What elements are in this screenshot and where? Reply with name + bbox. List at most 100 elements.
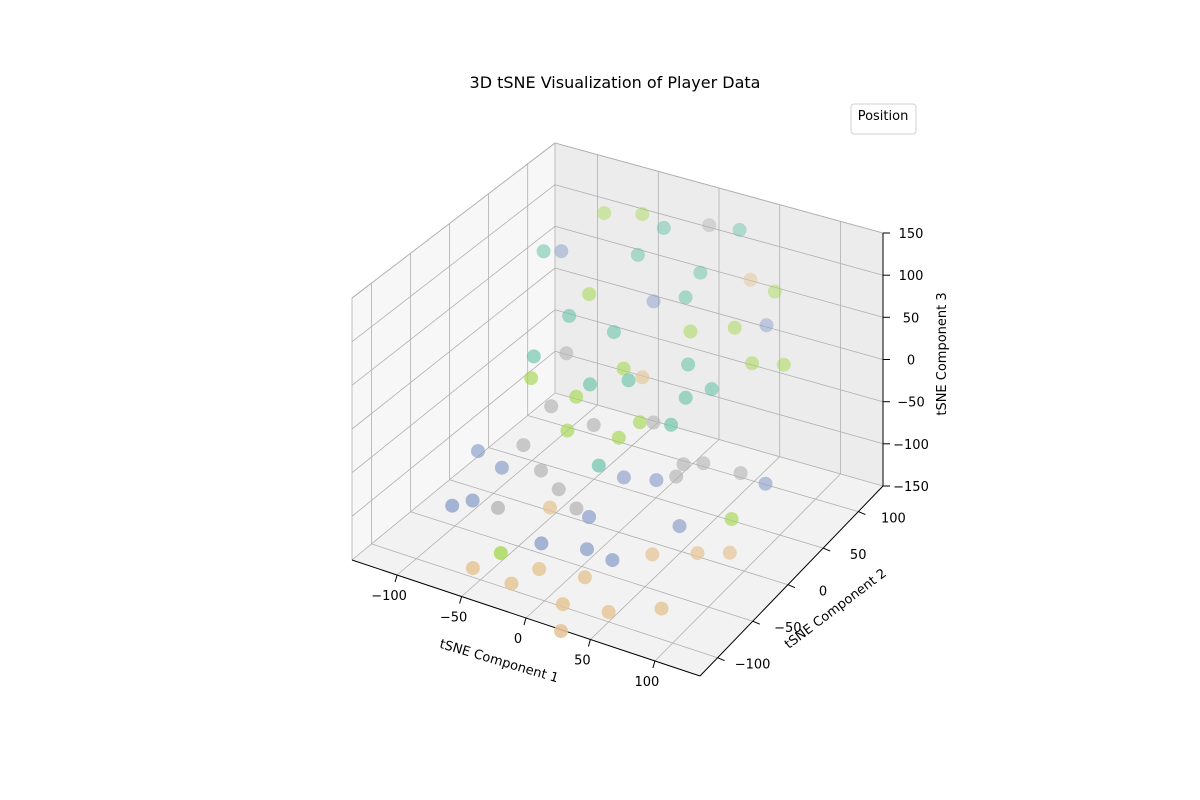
axis-panes: [352, 143, 883, 676]
scatter-point: [605, 553, 620, 568]
scatter-point: [767, 284, 782, 299]
y-grid-floor: [488, 447, 824, 549]
tick-labels: −100 −50 0 50 100 −100 −50 0 50 100 −150 −100 −50 0 50…: [371, 227, 929, 690]
scatter-point: [493, 546, 508, 561]
scatter-point: [526, 349, 541, 364]
scatter-point: [560, 423, 575, 438]
y-axis-line: [699, 485, 884, 677]
scatter-point: [504, 576, 519, 591]
y-tick: [717, 657, 725, 662]
y-tick-label: −100: [735, 658, 771, 673]
left-pane: [352, 143, 555, 560]
z-grid-back: [554, 309, 884, 403]
scatter-point: [678, 290, 693, 305]
x-tick-label: 50: [574, 654, 591, 669]
z-grid-back: [554, 350, 884, 445]
scatter-point: [656, 220, 671, 235]
x-tick-label: 0: [514, 632, 522, 647]
x-grid-floor: [654, 473, 841, 662]
scatter-point: [702, 218, 717, 233]
scatter-point: [704, 382, 719, 397]
y-tick: [823, 547, 831, 552]
y-tick-label: 100: [881, 512, 906, 527]
scatter-point: [524, 371, 539, 386]
scatter-point: [758, 476, 773, 491]
scatter-point: [635, 370, 650, 385]
z-tick-label: 150: [899, 227, 924, 242]
scatter-point: [536, 244, 551, 259]
y-grid-floor: [410, 511, 753, 622]
x-axis-label: tSNE Component 1: [438, 637, 560, 686]
scatter-point: [669, 469, 684, 484]
scatter-point: [743, 272, 758, 287]
scatter-point: [681, 357, 696, 372]
x-tick-label: 100: [634, 675, 659, 690]
scatter-point: [551, 482, 566, 497]
scatter-point: [654, 601, 669, 616]
scatter-point: [582, 510, 597, 524]
y-grid-floor: [527, 415, 859, 512]
top-left-edge: [351, 142, 556, 299]
x-tick-label: −100: [371, 589, 407, 604]
scatter-point: [583, 377, 597, 392]
scatter-point: [676, 457, 691, 472]
z-grid-left: [351, 309, 556, 474]
z-tick-label: −50: [897, 396, 924, 411]
scatter-point: [727, 320, 742, 335]
scatter-point: [516, 438, 531, 453]
scatter-point: [616, 470, 631, 485]
scatter-point: [569, 501, 584, 516]
y-tick-label: 50: [850, 548, 867, 563]
y-tick-label: −50: [774, 621, 801, 636]
z-grid-left: [351, 184, 556, 343]
scatter-point: [632, 415, 647, 430]
y-grid-floor: [371, 543, 718, 659]
scatter-point: [683, 324, 698, 339]
scatter-point: [577, 570, 592, 585]
scatter-point: [471, 444, 485, 459]
legend-title: Position: [858, 109, 909, 124]
scatter-point: [597, 206, 612, 221]
scatter-point: [580, 542, 594, 557]
scatter-point: [611, 430, 626, 445]
scatter-point: [491, 500, 505, 515]
x-tick-label: −50: [440, 611, 467, 626]
legend: Position: [850, 103, 917, 135]
floor-pane: [352, 393, 883, 676]
scatter-point: [630, 247, 645, 262]
scatter-point: [722, 545, 737, 560]
scatter-point: [621, 373, 636, 388]
x-tick: [587, 639, 591, 647]
scatter-point: [534, 536, 549, 551]
y-tick: [858, 511, 866, 516]
scatter-point: [693, 265, 708, 280]
scatter-point: [732, 222, 747, 237]
scatter-point: [646, 294, 661, 309]
z-axis-label: tSNE Component 3: [935, 292, 950, 415]
scatter-point: [554, 244, 569, 259]
scatter-point: [586, 418, 601, 432]
scatter-point: [672, 519, 687, 534]
scatter-point: [559, 346, 574, 361]
scatter-point: [445, 498, 460, 513]
x-grid-floor: [461, 422, 659, 597]
y-axis-label: tSNE Component 2: [782, 566, 889, 652]
scatter-point: [678, 390, 693, 405]
z-tick-label: 50: [903, 311, 920, 326]
z-grid-left: [351, 267, 556, 430]
data-points: [445, 206, 791, 639]
scatter-point: [664, 417, 679, 432]
scatter-point: [635, 207, 650, 222]
top-back-edge: [554, 142, 884, 234]
x-tick: [652, 660, 656, 669]
z-tick-label: −150: [893, 480, 929, 495]
scatter-point: [696, 456, 711, 471]
scatter-point: [759, 318, 774, 333]
x-tick: [394, 574, 398, 583]
scatter-point: [465, 493, 480, 508]
z-tick-label: 0: [907, 354, 915, 369]
y-tick: [787, 584, 796, 589]
y-grid-floor: [449, 479, 789, 586]
scatter-point: [690, 546, 705, 561]
